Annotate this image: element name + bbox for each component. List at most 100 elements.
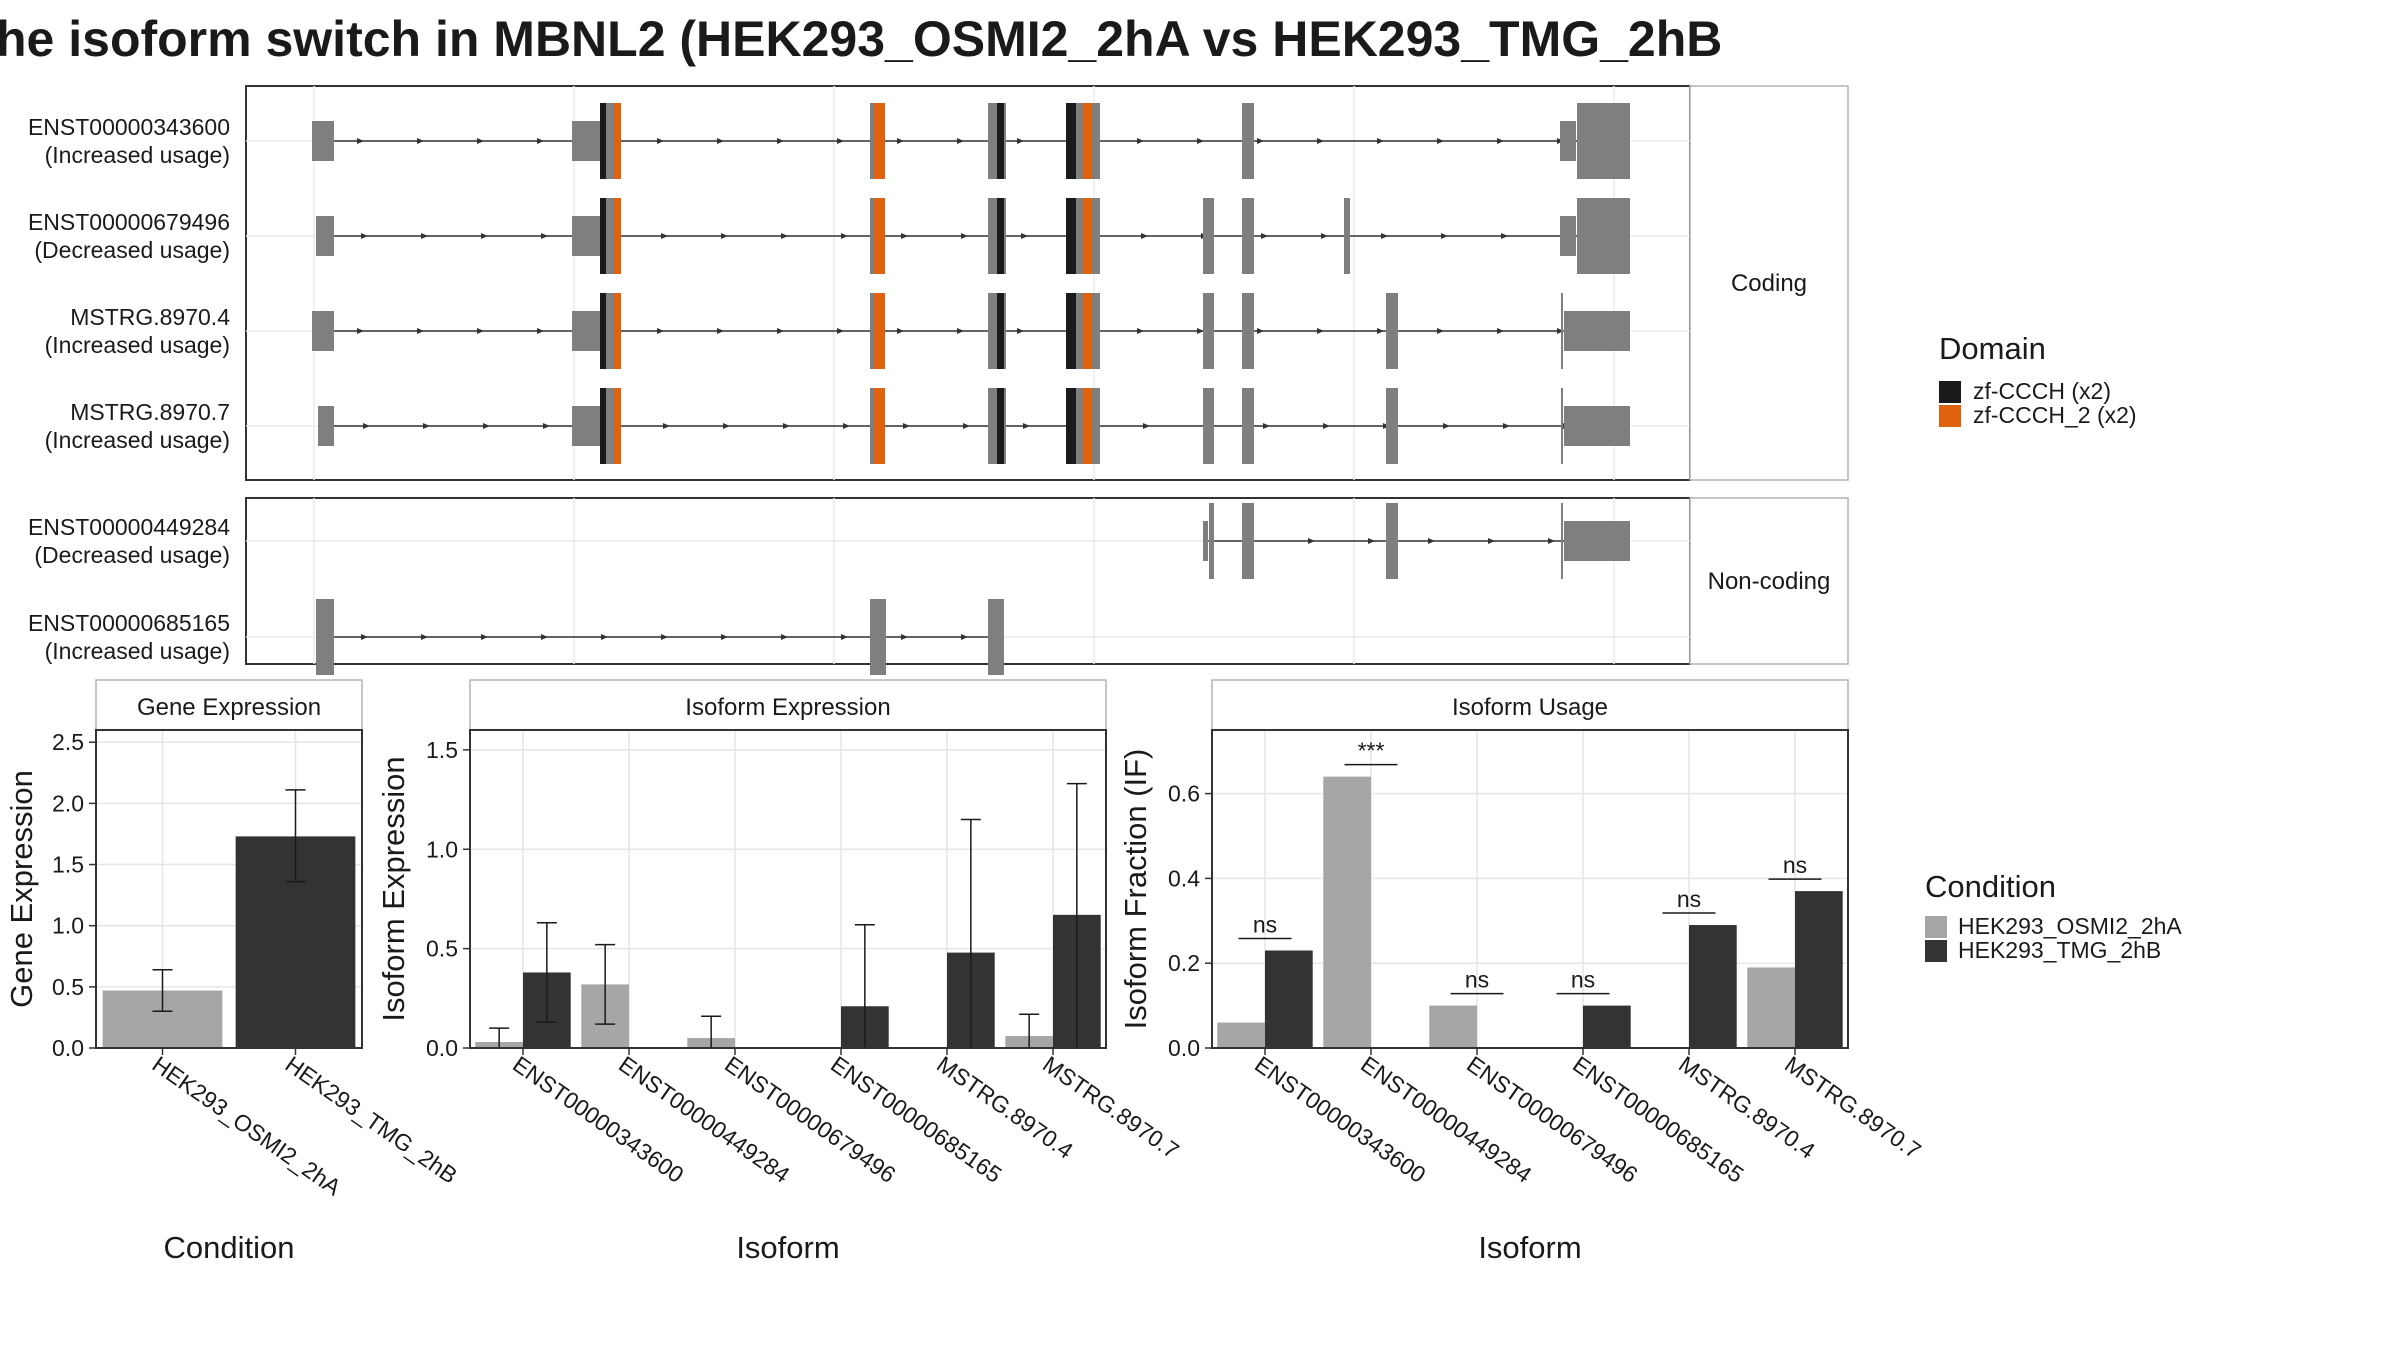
- x-tick-label: ENST00000449284: [614, 1051, 795, 1188]
- x-tick-label: ENST00000685165: [1568, 1051, 1748, 1188]
- facet-strip-label: Non-coding: [1708, 568, 1831, 595]
- intron-direction-arrow: [1137, 138, 1144, 144]
- x-axis-label: Isoform: [736, 1230, 839, 1265]
- bar: [1323, 776, 1371, 1048]
- intron-direction-arrow: [1501, 233, 1508, 239]
- zf-ccch-domain: [1066, 198, 1076, 274]
- y-tick-label: 0.0: [52, 1035, 84, 1061]
- bar: [1265, 950, 1313, 1048]
- coding-exon: [1242, 103, 1254, 179]
- intron-direction-arrow: [957, 328, 964, 334]
- intron-direction-arrow: [361, 233, 368, 239]
- condition-legend-label: HEK293_TMG_2hB: [1958, 937, 2161, 963]
- intron-direction-arrow: [1263, 423, 1270, 429]
- utr-exon: [1560, 121, 1576, 161]
- zf-ccch-domain: [997, 198, 1004, 274]
- intron-direction-arrow: [957, 138, 964, 144]
- y-tick-label: 0.0: [426, 1035, 458, 1061]
- intron-direction-arrow: [1497, 328, 1504, 334]
- intron-direction-arrow: [901, 233, 908, 239]
- condition-legend-label: HEK293_OSMI2_2hA: [1958, 913, 2182, 939]
- coding-exon: [1386, 388, 1398, 464]
- intron-direction-arrow: [1377, 138, 1384, 144]
- intron-direction-arrow: [1257, 328, 1264, 334]
- utr-exon: [1564, 406, 1630, 446]
- coding-exon: [1561, 388, 1563, 464]
- chart-panel-border: [1211, 729, 1849, 1049]
- figure-title: he isoform switch in MBNL2 (HEK293_OSMI2…: [0, 11, 1722, 67]
- intron-direction-arrow: [481, 634, 488, 640]
- zf-ccch-2-domain: [874, 103, 885, 179]
- significance-label: ns: [1783, 852, 1807, 878]
- chart-strip: [95, 679, 363, 731]
- domain-legend: Domain zf-CCCH (x2)zf-CCCH_2 (x2): [1939, 331, 2137, 428]
- intron-direction-arrow: [903, 423, 910, 429]
- bar: [1689, 925, 1737, 1048]
- coding-exon: [1577, 103, 1630, 179]
- zf-ccch-2-domain: [1083, 293, 1092, 369]
- x-axis-label: Isoform: [1478, 1230, 1581, 1265]
- intron-direction-arrow: [657, 138, 664, 144]
- intron-direction-arrow: [1488, 538, 1495, 544]
- utr-exon: [318, 406, 334, 446]
- intron-direction-arrow: [897, 138, 904, 144]
- intron-direction-arrow: [1323, 423, 1330, 429]
- intron-direction-arrow: [421, 634, 428, 640]
- x-axis-label: Condition: [164, 1230, 295, 1265]
- x-tick-label: ENST00000343600: [508, 1051, 688, 1188]
- intron-direction-arrow: [781, 634, 788, 640]
- bar: [1795, 891, 1843, 1048]
- coding-exon: [1242, 198, 1254, 274]
- chart-strip: [469, 679, 1107, 731]
- y-axis-label: Isoform Expression: [376, 756, 411, 1021]
- intron-direction-arrow: [481, 233, 488, 239]
- intron-direction-arrow: [661, 634, 668, 640]
- coding-exon: [988, 599, 1004, 675]
- coding-exon: [1242, 293, 1254, 369]
- x-tick-label: ENST00000679496: [720, 1051, 900, 1188]
- y-tick-label: 2.0: [52, 790, 84, 816]
- zf-ccch-2-domain: [1083, 198, 1092, 274]
- zf-ccch-domain: [600, 388, 606, 464]
- transcript-id-label: ENST00000449284: [28, 514, 230, 540]
- zf-ccch-2-domain: [1083, 388, 1092, 464]
- intron-direction-arrow: [541, 634, 548, 640]
- y-tick-label: 1.5: [52, 852, 84, 878]
- intron-direction-arrow: [1137, 328, 1144, 334]
- intron-direction-arrow: [1308, 538, 1315, 544]
- y-tick-label: 0.0: [1168, 1035, 1200, 1061]
- utr-exon: [316, 216, 334, 256]
- intron-direction-arrow: [841, 634, 848, 640]
- zf-ccch-2-domain: [614, 198, 621, 274]
- intron-direction-arrow: [843, 423, 850, 429]
- coding-exon: [1203, 293, 1214, 369]
- intron-direction-arrow: [541, 233, 548, 239]
- intron-direction-arrow: [1143, 423, 1150, 429]
- zf-ccch-domain: [600, 103, 606, 179]
- transcript-id-label: ENST00000685165: [28, 610, 230, 636]
- intron-direction-arrow: [721, 233, 728, 239]
- intron-direction-arrow: [1503, 423, 1510, 429]
- intron-direction-arrow: [357, 328, 364, 334]
- intron-direction-arrow: [961, 233, 968, 239]
- transcript-id-label: ENST00000679496: [28, 209, 230, 235]
- intron-direction-arrow: [1443, 423, 1450, 429]
- intron-direction-arrow: [837, 138, 844, 144]
- intron-direction-arrow: [1197, 138, 1204, 144]
- utr-exon: [1564, 521, 1630, 561]
- zf-ccch-2-domain: [614, 293, 621, 369]
- intron-direction-arrow: [421, 233, 428, 239]
- domain-legend-label: zf-CCCH_2 (x2): [1973, 402, 2137, 428]
- significance-label: ns: [1465, 967, 1489, 993]
- intron-direction-arrow: [423, 423, 430, 429]
- y-tick-label: 0.6: [1168, 781, 1200, 807]
- intron-direction-arrow: [363, 423, 370, 429]
- intron-direction-arrow: [1317, 138, 1324, 144]
- intron-direction-arrow: [1017, 138, 1024, 144]
- condition-legend-title: Condition: [1925, 869, 2056, 904]
- intron-direction-arrow: [417, 138, 424, 144]
- utr-exon: [572, 311, 604, 351]
- intron-direction-arrow: [721, 634, 728, 640]
- domain-legend-title: Domain: [1939, 331, 2046, 366]
- bar: [1747, 967, 1795, 1048]
